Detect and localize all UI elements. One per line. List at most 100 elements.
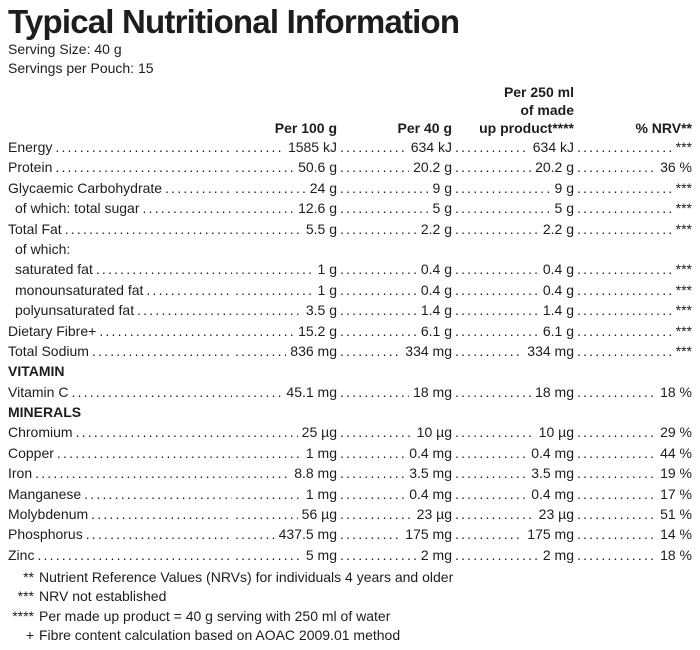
cell-per-40g: 0.4 g (337, 261, 452, 277)
value-nrv: *** (675, 322, 692, 339)
dot-leader (232, 526, 275, 542)
cell-per-40g: 5 g (337, 200, 452, 216)
value-nrv: *** (675, 220, 692, 237)
servings-per-pouch: Servings per Pouch: 15 (8, 59, 154, 76)
dot-leader (574, 424, 656, 440)
header-line-3: Per 100 g Per 40 g up product**** % NRV*… (8, 119, 692, 137)
dot-leader (52, 159, 232, 175)
cell-nrv: *** (574, 139, 692, 155)
dot-leader (83, 526, 232, 542)
cell-nrv: 19 % (574, 465, 692, 481)
dot-leader (574, 139, 672, 155)
value-nrv: 36 % (660, 159, 692, 176)
dot-leader (574, 343, 672, 359)
dot-leader (134, 302, 232, 318)
dot-leader (232, 384, 282, 400)
cell-per-100g: 50.6 g (232, 159, 337, 175)
dot-leader (96, 323, 232, 339)
value-per-100g: 15.2 g (298, 322, 337, 339)
cell-per-100g: 3.5 g (232, 302, 337, 318)
value-per-100g: 1 g (317, 281, 337, 298)
dot-leader (88, 506, 232, 522)
dot-leader (574, 200, 672, 216)
value-per-250ml: 175 mg (527, 526, 574, 543)
footnote-text: Nutrient Reference Values (NRVs) for ind… (39, 569, 454, 586)
dot-leader (452, 159, 531, 175)
dot-leader (162, 180, 232, 196)
dot-leader (452, 221, 539, 237)
value-per-100g: 3.5 g (305, 302, 337, 319)
cell-nrv: *** (574, 323, 692, 339)
row-label: Glycaemic Carbohydrate (8, 179, 163, 196)
column-per-40g: Per 40 g (397, 120, 452, 136)
dot-leader (574, 547, 656, 563)
dot-leader (62, 221, 232, 237)
value-per-100g: 1585 kJ (287, 139, 337, 155)
dot-leader (232, 424, 298, 440)
dot-leader (232, 261, 314, 277)
column-per-100g: Per 100 g (274, 120, 337, 136)
cell-per-100g: 12.6 g (232, 200, 337, 216)
cell-per-250ml: 23 µg (452, 506, 574, 522)
dot-leader (452, 465, 527, 481)
dot-leader (574, 180, 672, 196)
value-per-40g: 175 mg (405, 526, 452, 543)
cell-per-100g: 1 g (232, 261, 337, 277)
dot-leader (337, 547, 417, 563)
cell-per-40g: 2 mg (337, 547, 452, 563)
value-nrv: 19 % (660, 465, 692, 482)
table-row: Dietary Fibre+ 15.2 g 6.1 g 6.1 g *** (8, 323, 692, 343)
cell-nrv: *** (574, 343, 692, 359)
dot-leader (452, 282, 539, 298)
value-per-250ml: 10 µg (538, 424, 574, 441)
table-row: Energy 1585 kJ 634 kJ 634 kJ *** (8, 139, 692, 159)
cell-nrv: 44 % (574, 445, 692, 461)
dot-leader (574, 159, 656, 175)
cell-per-250ml: 10 µg (452, 424, 574, 440)
dot-leader (452, 200, 551, 216)
dot-leader (574, 261, 672, 277)
dot-leader (337, 323, 417, 339)
row-label: Vitamin C (8, 383, 69, 400)
dot-leader (337, 261, 417, 277)
dot-leader (232, 547, 302, 563)
cell-per-250ml: 18 mg (452, 384, 574, 400)
dot-leader (452, 302, 539, 318)
value-per-250ml: 634 kJ (532, 139, 574, 155)
table-row: polyunsaturated fat 3.5 g 1.4 g 1.4 g **… (8, 302, 692, 322)
value-nrv: 18 % (660, 546, 692, 563)
cell-per-100g: 1 g (232, 282, 337, 298)
dot-leader (574, 445, 656, 461)
value-nrv: *** (675, 281, 692, 298)
table-row: saturated fat 1 g 0.4 g 0.4 g *** (8, 261, 692, 281)
table-row: Iron 8.8 mg 3.5 mg 3.5 mg 19 % (8, 465, 692, 485)
column-nrv: % NRV** (635, 120, 692, 136)
table-row: monounsaturated fat 1 g 0.4 g 0.4 g *** (8, 282, 692, 302)
dot-leader (337, 506, 413, 522)
header-line-2: of made (8, 101, 692, 119)
footnote-text: Per made up product = 40 g serving with … (39, 607, 391, 624)
value-per-40g: 634 kJ (410, 139, 452, 155)
value-per-100g: 1 g (317, 261, 337, 278)
value-per-100g: 1 mg (305, 485, 337, 502)
value-per-40g: 18 mg (413, 383, 452, 400)
value-per-40g: 6.1 g (420, 322, 452, 339)
column-per-250ml-line3: up product**** (479, 120, 574, 136)
value-per-40g: 9 g (432, 179, 452, 196)
table-header: Per 250 ml of made Per 100 g Per 40 g up… (8, 83, 692, 137)
dot-leader (52, 139, 232, 155)
cell-nrv: 36 % (574, 159, 692, 175)
value-per-100g: 24 g (309, 179, 337, 196)
value-per-100g: 5.5 g (305, 220, 337, 237)
cell-per-40g: 6.1 g (337, 323, 452, 339)
cell-per-100g: 5 mg (232, 547, 337, 563)
cell-per-40g: 0.4 g (337, 282, 452, 298)
cell-per-100g: 836 mg (232, 343, 337, 359)
dot-leader (232, 302, 302, 318)
table-row: Molybdenum 56 µg 23 µg 23 µg 51 % (8, 506, 692, 526)
cell-nrv: *** (574, 221, 692, 237)
column-per-250ml-line2: of made (520, 102, 574, 118)
cell-nrv: 29 % (574, 424, 692, 440)
value-per-40g: 10 µg (416, 424, 452, 441)
